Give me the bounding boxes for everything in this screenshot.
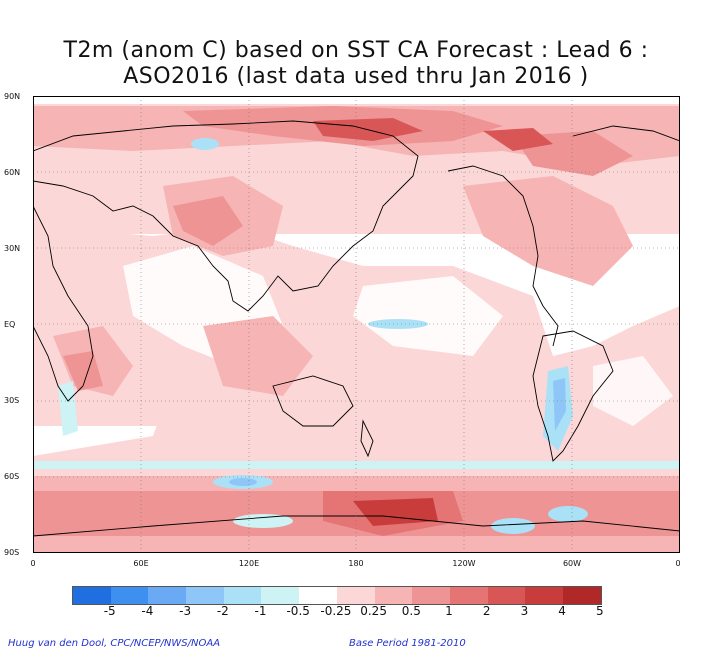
graticule	[33, 96, 680, 553]
colorbar-tick-label: 3	[520, 604, 529, 618]
anomaly-fill-cool	[33, 138, 680, 534]
map-title-line2: ASO2016 (last data used thru Jan 2016 )	[123, 64, 589, 89]
colorbar-swatch	[374, 587, 413, 604]
lon-label-0-right: 0	[675, 559, 681, 568]
colorbar-swatch	[299, 587, 337, 604]
colorbar-swatch	[186, 587, 224, 604]
colorbar-swatch	[487, 587, 526, 604]
colorbar-tick-label: -5	[103, 604, 116, 618]
lon-label-120w: 120W	[452, 559, 476, 568]
colorbar-tick-label: -0.25	[320, 604, 352, 618]
colorbar-tick-label: -4	[141, 604, 154, 618]
lat-label-60n: 60N	[4, 168, 21, 177]
colorbar-tick-label: -0.5	[286, 604, 310, 618]
credit-base-period: Base Period 1981-2010	[349, 638, 466, 649]
colorbar-tick-label: -2	[216, 604, 229, 618]
lat-label-60s: 60S	[4, 472, 20, 481]
lon-label-60w: 60W	[562, 559, 582, 568]
colorbar-tick-label: 0.25	[360, 604, 387, 618]
lat-label-30n: 30N	[4, 244, 21, 253]
map-title-line1: T2m (anom C) based on SST CA Forecast : …	[63, 38, 649, 63]
colorbar-swatch	[73, 587, 111, 604]
colorbar-tick-label: 1	[445, 604, 453, 618]
lat-label-30s: 30S	[4, 396, 20, 405]
colorbar-swatch	[562, 587, 601, 604]
colorbar-tick-label: 0.5	[401, 604, 421, 618]
map-frame	[33, 96, 680, 553]
colorbar-swatch	[148, 587, 187, 604]
colorbar-tick-label: -3	[179, 604, 192, 618]
lon-label-180: 180	[348, 559, 364, 568]
lon-label-120e: 120E	[238, 559, 260, 568]
colorbar-swatch	[449, 587, 488, 604]
lon-label-0-left: 0	[30, 559, 36, 568]
colorbar-swatch	[223, 587, 262, 604]
colorbar-swatch	[261, 587, 300, 604]
colorbar-swatch	[336, 587, 375, 604]
colorbar-swatch	[412, 587, 450, 604]
colorbar	[72, 586, 602, 605]
credit-author: Huug van den Dool, CPC/NCEP/NWS/NOAA	[8, 638, 221, 649]
colorbar-tick-label: 4	[558, 604, 566, 618]
anomaly-map	[33, 96, 680, 553]
lon-label-60e: 60E	[133, 559, 149, 568]
colorbar-tick-label: 2	[482, 604, 491, 618]
colorbar-tick-label: 5	[595, 604, 604, 618]
colorbar-swatch	[110, 587, 149, 604]
anomaly-map-svg	[33, 96, 680, 553]
colorbar-swatch	[525, 587, 563, 604]
colorbar-tick-label: -1	[254, 604, 267, 618]
lat-label-eq: EQ	[4, 320, 16, 329]
lat-label-90s: 90S	[4, 548, 20, 557]
lat-label-90n: 90N	[4, 92, 21, 101]
